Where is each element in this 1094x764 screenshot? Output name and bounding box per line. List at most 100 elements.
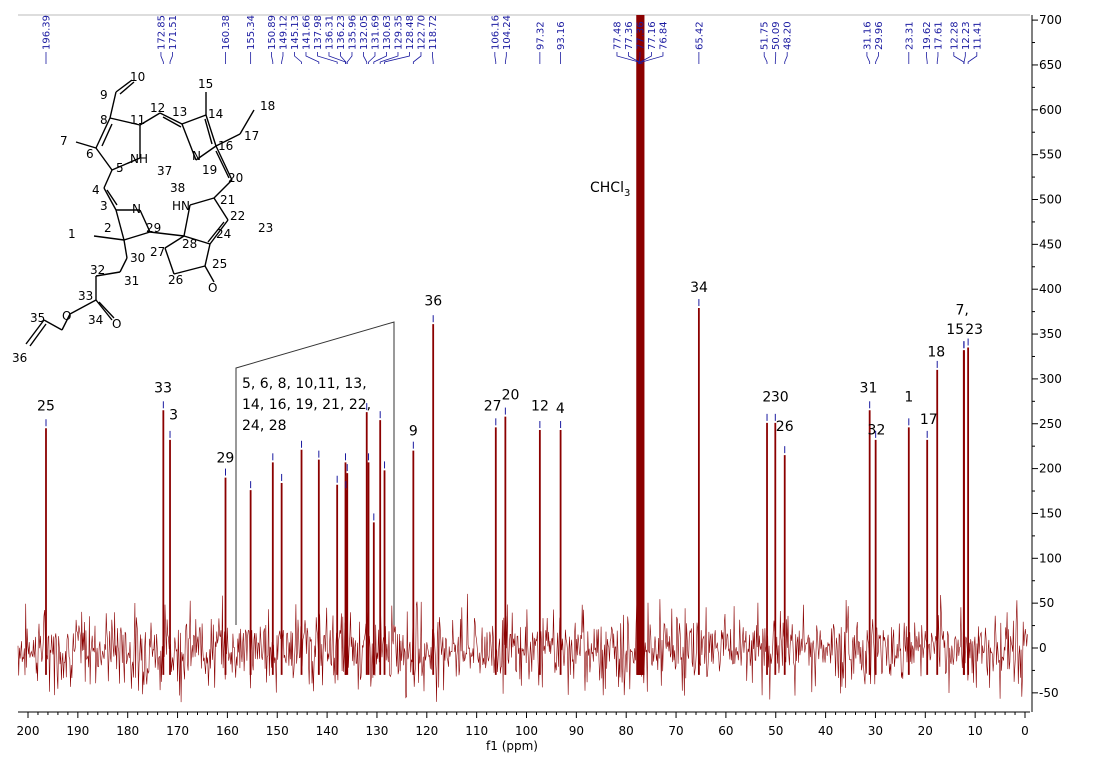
peak-label-leader	[379, 52, 399, 64]
peak-ppm-label: 160.38	[221, 15, 232, 50]
atom-label: HN	[172, 199, 190, 213]
peak-label-leader	[953, 52, 965, 64]
peak-ppm-label: 50.09	[771, 21, 782, 50]
peak-ppm-label: 131.69	[370, 15, 381, 50]
y-tick-label: 200	[1039, 462, 1062, 476]
peak-label-leader	[784, 52, 788, 64]
peak-ppm-label: 104.24	[502, 15, 513, 50]
peak-ppm-label: 65.42	[694, 21, 705, 50]
x-tick-label: 10	[968, 724, 983, 738]
y-tick-label: 300	[1039, 372, 1062, 386]
molecule-bond	[159, 112, 183, 125]
molecule-bond	[25, 319, 45, 345]
peak-ppm-label: 128.48	[405, 15, 416, 50]
peak-label-leader	[169, 52, 173, 64]
peak-ppm-label: 12.28	[949, 21, 960, 50]
peak-label-leader	[639, 52, 652, 64]
molecule-bond	[61, 313, 71, 331]
molecule-bond	[173, 265, 206, 275]
molecule-bond	[213, 197, 229, 221]
molecule-bond	[204, 243, 211, 267]
group-assignment-label: 24, 28	[242, 418, 287, 434]
peak-assignment-label: 26	[776, 419, 794, 435]
molecule-bond	[181, 114, 207, 125]
peak-ppm-label: 118.72	[428, 15, 439, 50]
peak-assignment-label: 4	[556, 401, 565, 417]
x-tick-label: 120	[415, 724, 438, 738]
y-tick-label: 100	[1039, 551, 1062, 565]
y-tick-label: 250	[1039, 417, 1062, 431]
peak-ppm-label: 51.75	[760, 21, 771, 50]
molecule-bond	[115, 79, 133, 93]
atom-label: 29	[146, 221, 161, 235]
peak-ppm-label: 136.31	[324, 15, 335, 50]
molecule-bond	[139, 112, 161, 126]
molecule-bond	[106, 189, 118, 206]
peak-label-leader	[967, 52, 978, 64]
molecule-bond	[29, 323, 47, 347]
molecule-bond	[103, 169, 113, 189]
molecule-bond	[207, 221, 225, 243]
atom-label: 22	[230, 209, 245, 223]
x-tick-label: 150	[266, 724, 289, 738]
atom-label: 35	[30, 311, 45, 325]
atom-label: 1	[68, 227, 76, 241]
y-tick-label: 500	[1039, 193, 1062, 207]
molecule-bond	[149, 231, 185, 237]
atom-label: 3	[100, 199, 108, 213]
peak-assignment-label: 33	[154, 380, 172, 396]
atom-label: 7	[60, 134, 68, 148]
x-tick-label: 100	[515, 724, 538, 738]
peak-assignment-label: 32	[868, 423, 886, 439]
molecule-bond	[189, 197, 215, 206]
peak-assignment-label: 25	[37, 398, 55, 414]
peak-ppm-label: 12.23	[961, 21, 972, 50]
peak-ppm-label: 23.31	[904, 21, 915, 50]
atom-label: 34	[88, 313, 103, 327]
atom-label: 36	[12, 351, 27, 365]
y-tick-label: 450	[1039, 237, 1062, 251]
peak-assignment-label: 29	[216, 450, 234, 466]
y-tick-label: 550	[1039, 148, 1062, 162]
peak-ppm-label: 145.13	[290, 15, 301, 50]
atom-label: 25	[212, 257, 227, 271]
group-bracket	[235, 321, 395, 625]
x-tick-label: 90	[569, 724, 584, 738]
molecule-bond	[95, 147, 113, 171]
atom-label: 16	[218, 139, 233, 153]
peak-ppm-label: 132.05	[359, 15, 370, 50]
peak-ppm-label: 48.20	[783, 21, 794, 50]
x-tick-label: 170	[166, 724, 189, 738]
peak-ppm-label: 19.62	[922, 21, 933, 50]
peak-ppm-label: 122.70	[416, 15, 427, 50]
molecule-bond	[111, 157, 141, 171]
molecule-bond	[93, 235, 125, 241]
y-tick-label: 150	[1039, 506, 1062, 520]
group-assignment-label: 14, 16, 19, 21, 22,	[242, 397, 371, 413]
peak-label-leader	[641, 52, 664, 64]
peak-assignment-label: 1	[904, 389, 913, 405]
molecule-bond	[183, 204, 191, 237]
molecule-bond	[195, 145, 217, 161]
molecule-structure	[25, 79, 255, 347]
molecule-bond	[123, 231, 151, 241]
molecule-bond	[103, 187, 117, 211]
x-tick-label: 180	[116, 724, 139, 738]
x-tick-label: 200	[17, 724, 40, 738]
molecule-bond	[115, 209, 125, 241]
atom-label: 18	[260, 99, 275, 113]
peak-label-leader	[936, 52, 939, 64]
atom-label: O	[62, 309, 71, 323]
peak-label-leader	[271, 52, 274, 64]
molecule-bond	[215, 145, 233, 181]
atom-label: 2	[104, 221, 112, 235]
atom-label: 10	[130, 70, 145, 84]
peak-label-leader	[384, 52, 410, 64]
solvent-subscript: 3	[624, 188, 630, 199]
molecule-bond	[239, 109, 255, 135]
atom-label: N	[132, 202, 141, 216]
peak-label-leader	[616, 52, 640, 64]
atom-label: 5	[116, 161, 124, 175]
